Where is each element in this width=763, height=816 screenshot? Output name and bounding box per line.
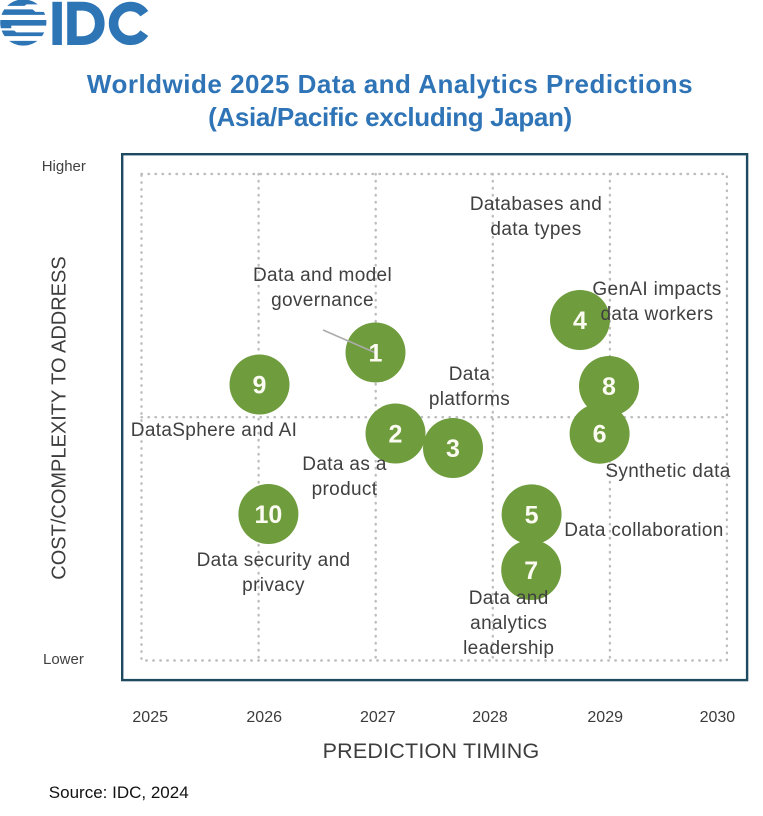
svg-text:5: 5 <box>525 501 539 529</box>
svg-text:9: 9 <box>253 372 267 400</box>
svg-text:3: 3 <box>446 435 460 463</box>
svg-text:8: 8 <box>602 373 616 401</box>
svg-text:2: 2 <box>389 421 403 449</box>
svg-text:4: 4 <box>573 307 587 335</box>
svg-text:7: 7 <box>524 557 538 585</box>
svg-text:1: 1 <box>369 340 383 368</box>
svg-text:6: 6 <box>593 421 607 449</box>
svg-text:10: 10 <box>254 501 282 529</box>
